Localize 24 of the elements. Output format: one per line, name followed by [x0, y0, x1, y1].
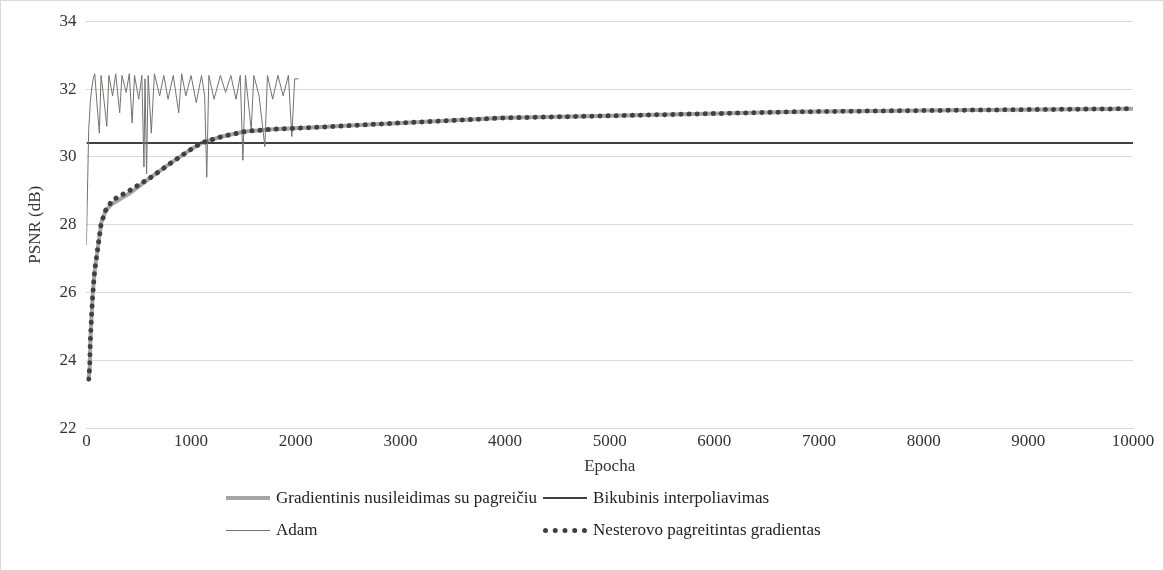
- x-tick-label: 7000: [802, 430, 837, 450]
- x-tick-label: 10000: [1111, 430, 1155, 450]
- x-tick-label: 1000: [174, 430, 209, 450]
- x-tick-label: 8000: [906, 430, 941, 450]
- x-tick-label: 4000: [488, 430, 523, 450]
- legend-label: Gradientinis nusileidimas su pagreičiu: [276, 488, 538, 508]
- y-tick-label: 28: [59, 214, 77, 234]
- y-tick-label: 24: [59, 349, 77, 369]
- y-tick-label: 34: [59, 10, 77, 30]
- legend-label: Adam: [276, 520, 318, 540]
- y-tick-label: 22: [59, 417, 77, 437]
- x-tick-label: 9000: [1011, 430, 1046, 450]
- x-tick-label: 0: [82, 430, 91, 450]
- x-axis-title: Epocha: [584, 456, 636, 476]
- legend-label: Nesterovo pagreitintas gradientas: [593, 520, 821, 540]
- x-tick-label: 3000: [383, 430, 418, 450]
- y-tick-label: 30: [59, 146, 77, 166]
- y-axis-title: PSNR (dB): [24, 185, 44, 264]
- x-tick-label: 6000: [697, 430, 732, 450]
- x-tick-label: 5000: [592, 430, 627, 450]
- x-tick-label: 2000: [278, 430, 313, 450]
- legend-label: Bikubinis interpoliavimas: [593, 488, 770, 508]
- y-tick-label: 32: [59, 78, 77, 98]
- y-tick-label: 26: [59, 282, 77, 301]
